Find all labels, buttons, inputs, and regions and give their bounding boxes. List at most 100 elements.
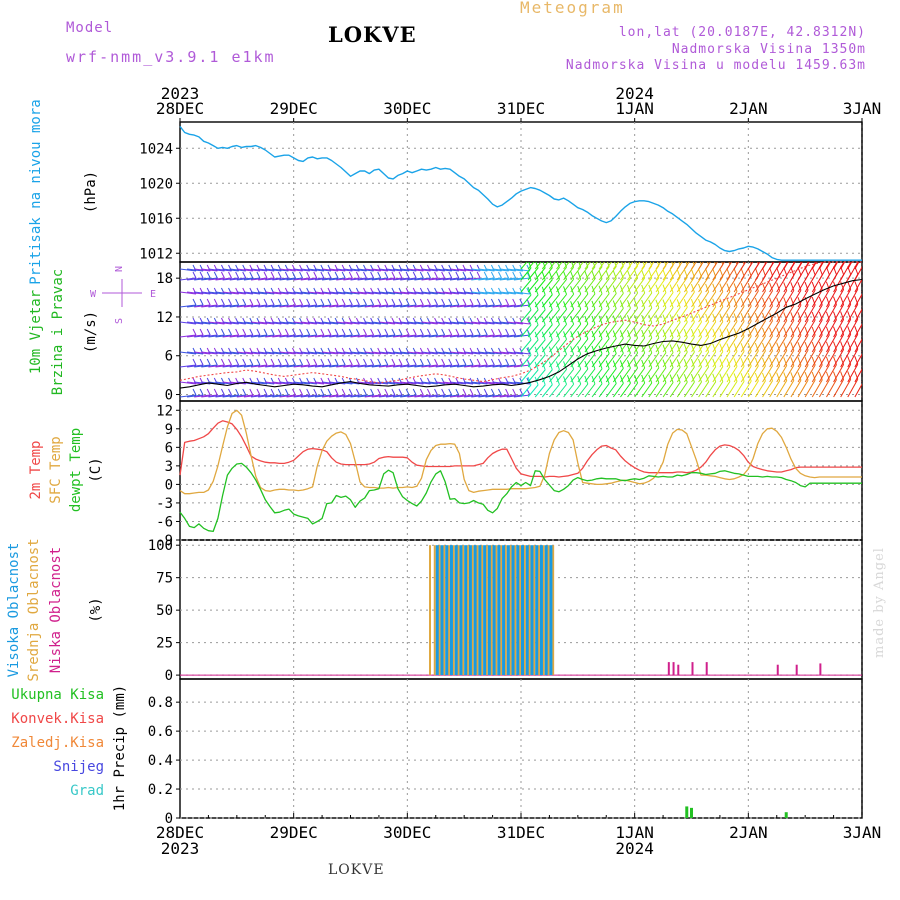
- wind-barb-flag: [712, 358, 717, 367]
- wind-barb-flag: [641, 314, 646, 324]
- wind-barb-flag: [327, 298, 332, 306]
- wind-barb: [314, 381, 332, 385]
- wind-barb: [272, 364, 289, 368]
- wind-barb: [478, 321, 495, 325]
- wind-barb-flag: [519, 328, 524, 336]
- wind-barb: [464, 381, 481, 385]
- wind-barb: [378, 291, 395, 295]
- wind-barb-flag: [740, 373, 745, 382]
- wind-barb: [612, 383, 624, 398]
- wind-barb: [605, 293, 617, 308]
- wind-barb: [584, 338, 596, 353]
- y-tick-label: 1020: [139, 176, 173, 192]
- wind-barb-flag: [213, 271, 218, 279]
- wind-barb: [272, 304, 289, 308]
- wind-barb: [279, 394, 296, 398]
- wind-barb-flag: [556, 249, 559, 257]
- y-tick-label: -6: [156, 514, 173, 530]
- wind-barb: [464, 291, 481, 295]
- wind-barb-flag: [348, 328, 353, 336]
- wind-barb-flag: [519, 358, 524, 366]
- wind-barb: [662, 337, 674, 353]
- wind-barb: [314, 321, 332, 325]
- wind-barb-flag: [228, 388, 232, 396]
- wind-barb-flag: [426, 358, 431, 366]
- wind-barb: [556, 384, 567, 398]
- mid-cloud-bar: [495, 545, 498, 676]
- wind-barb-flag: [761, 297, 766, 307]
- wind-barb-flag: [783, 327, 788, 336]
- wind-barb: [329, 277, 346, 281]
- wind-barb-flag: [334, 358, 339, 366]
- wind-barb-flag: [649, 262, 653, 267]
- wind-barb-flag: [790, 312, 795, 321]
- wind-barb-flag: [355, 271, 360, 279]
- wind-barb: [293, 291, 310, 295]
- wind-barb-flag: [648, 329, 653, 339]
- wind-barb: [435, 321, 452, 325]
- wind-barb: [250, 334, 268, 338]
- wind-barb: [506, 304, 523, 308]
- wind-barb: [407, 291, 424, 295]
- wind-barb: [243, 394, 260, 398]
- wind-barb-flag: [419, 271, 424, 279]
- wind-barb: [357, 268, 374, 272]
- wind-barb: [322, 364, 339, 368]
- wind-barb: [570, 278, 582, 293]
- wind-barb: [634, 262, 641, 270]
- wind-barb: [329, 304, 346, 308]
- wind-barb-flag: [313, 388, 318, 396]
- wind-barb: [577, 308, 589, 323]
- wind-barb-flag: [249, 328, 254, 336]
- wind-barb: [541, 384, 553, 398]
- wind-barb-flag: [412, 298, 417, 306]
- wind-barb: [400, 321, 417, 325]
- t2m-line: [179, 420, 862, 478]
- wind-barb: [378, 321, 395, 325]
- wind-barb: [357, 334, 374, 338]
- wind-barb: [712, 321, 724, 338]
- wind-barb: [655, 277, 667, 293]
- wind-barb: [776, 262, 782, 270]
- wind-barb: [698, 321, 710, 338]
- wind-barb: [350, 304, 367, 308]
- wind-axis-subtitle: Brzina i Pravac: [50, 269, 66, 395]
- wind-barb: [591, 262, 598, 270]
- wind-barb: [556, 279, 567, 293]
- wind-barb: [847, 319, 859, 338]
- wind-barb: [556, 294, 567, 308]
- wind-barb: [364, 291, 381, 295]
- wind-barb: [527, 324, 539, 338]
- wind-barb: [250, 351, 268, 355]
- wind-barb: [343, 321, 360, 325]
- wind-barb: [435, 334, 452, 338]
- wind-barb-flag: [448, 271, 453, 279]
- wind-barb: [236, 351, 253, 355]
- wind-barb: [847, 379, 859, 398]
- mid-cloud-bar: [528, 545, 531, 676]
- wind-barb-flag: [769, 357, 774, 366]
- wind-barb: [208, 364, 225, 368]
- wind-barb: [818, 349, 830, 368]
- wind-barb-flag: [783, 342, 788, 351]
- wind-barb: [598, 323, 610, 338]
- mid-cloud-bar: [490, 545, 493, 676]
- wind-barb: [414, 364, 431, 368]
- wind-barb: [393, 304, 410, 308]
- wind-barb: [371, 364, 388, 368]
- wind-barb-flag: [783, 357, 788, 366]
- wind-barb: [577, 353, 589, 368]
- wind-barb-flag: [648, 284, 653, 294]
- wind-barb-flag: [355, 328, 360, 336]
- wind-barb: [343, 304, 360, 308]
- wind-barb-flag: [683, 299, 688, 308]
- wind-barb: [442, 351, 459, 355]
- wind-barb: [570, 383, 582, 398]
- wind-barb: [549, 354, 560, 368]
- wind-barb: [428, 321, 445, 325]
- wind-barb-flag: [348, 388, 353, 396]
- wind-barb: [385, 334, 403, 338]
- wind-barb-flag: [426, 271, 431, 279]
- wind-barb: [492, 268, 509, 272]
- wind-barb: [222, 304, 239, 308]
